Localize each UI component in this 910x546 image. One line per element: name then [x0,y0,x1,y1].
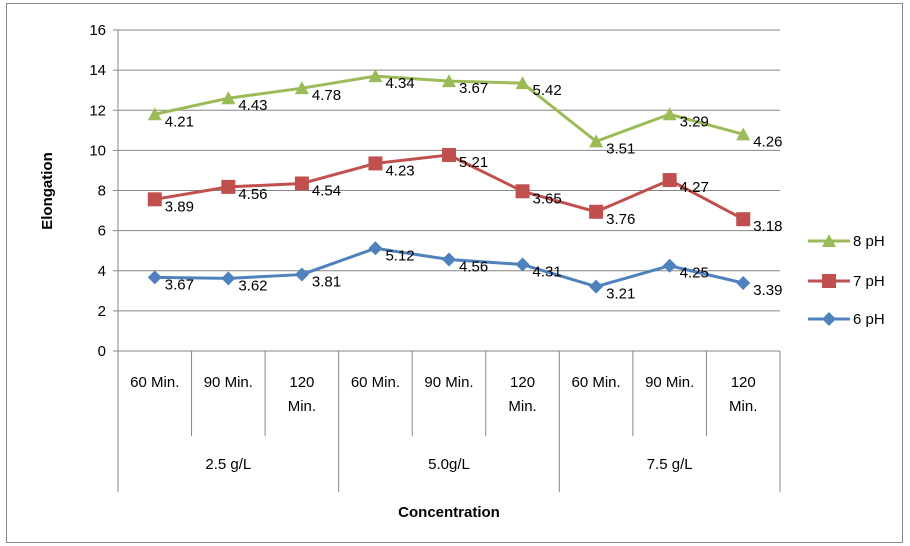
data-point-7-ph [736,212,751,227]
data-point-8-ph [368,69,383,83]
legend-label: 8 pH [853,233,885,250]
data-label-6-ph: 3.39 [753,282,782,299]
data-point-7-ph [662,173,677,188]
legend: 8 pH 7 pH 6 pH [808,233,885,328]
data-label-6-ph: 3.21 [606,286,635,303]
data-label-6-ph: 3.62 [238,277,267,294]
data-label-7-ph: 4.54 [312,182,341,199]
data-label-7-ph: 3.18 [753,218,782,235]
data-label-8-ph: 4.43 [238,97,267,114]
data-point-6-ph [662,258,677,273]
data-label-6-ph: 3.81 [312,274,341,291]
data-label-6-ph: 3.67 [165,276,194,293]
category-label: 60 Min. [351,374,400,391]
y-tick-label: 14 [89,62,106,79]
y-tick-label: 12 [89,102,106,119]
legend-item-6-ph: 6 pH [808,311,885,328]
group-label: 2.5 g/L [205,456,251,473]
category-axis: 60 Min. 90 Min. 120 Min. 60 Min. 90 Min. 120 Mi… [117,351,781,492]
data-label-8-ph: 3.67 [459,80,488,97]
data-point-8-ph [442,74,456,88]
y-tick-label: 6 [98,223,106,240]
data-point-7-ph [294,176,309,191]
data-point-6-ph [736,275,751,290]
data-label-7-ph: 3.65 [533,190,562,207]
data-label-8-ph: 4.26 [753,133,782,150]
y-axis-title: Elongation [39,152,56,230]
data-point-6-ph [368,241,383,256]
data-point-7-ph [515,184,530,199]
data-label-8-ph: 4.34 [385,75,414,92]
axes [113,29,780,352]
category-label: Min. [288,398,316,415]
category-label: 90 Min. [645,374,694,391]
category-label: 120 [510,374,535,391]
data-point-7-ph [368,156,383,171]
data-point-6-ph [221,271,236,286]
category-label: 90 Min. [424,374,473,391]
category-label: 90 Min. [204,374,253,391]
x-axis-title: Concentration [398,504,500,521]
data-label-7-ph: 4.27 [680,179,709,196]
category-label: Min. [729,398,757,415]
data-label-7-ph: 4.56 [238,186,267,203]
legend-label: 6 pH [853,311,885,328]
y-tick-label: 4 [98,263,106,280]
category-label: 60 Min. [130,374,179,391]
data-label-8-ph: 4.78 [312,87,341,104]
y-tick-label: 0 [98,343,106,360]
legend-marker [822,312,836,326]
data-point-8-ph [294,81,309,95]
legend-marker [822,274,836,288]
category-label: 60 Min. [572,374,621,391]
legend-marker [822,234,836,247]
group-label: 5.0g/L [428,456,470,473]
y-tick-label: 16 [89,22,106,39]
group-label: 7.5 g/L [647,456,693,473]
legend-item-7-ph: 7 pH [808,273,885,290]
y-tick-label: 8 [98,183,106,200]
data-labels: 4.21 4.43 4.78 4.34 3.67 5.42 3.51 3.29 4.26 3.89… [165,75,783,302]
data-point-6-ph [589,279,604,294]
data-point-8-ph [221,91,236,105]
data-label-7-ph: 4.23 [385,162,414,179]
legend-item-8-ph: 8 pH [808,233,885,250]
series-layer [147,69,751,294]
data-label-8-ph: 4.21 [165,113,194,130]
data-label-6-ph: 4.56 [459,259,488,276]
data-point-8-ph [515,76,530,90]
data-point-7-ph [147,192,162,207]
data-point-7-ph [221,179,236,194]
data-label-8-ph: 3.51 [606,140,635,157]
data-label-8-ph: 5.42 [533,82,562,99]
data-point-6-ph [147,270,162,285]
data-label-6-ph: 4.31 [533,264,562,281]
data-point-8-ph [147,107,162,121]
category-label: 120 [289,374,314,391]
y-tick-labels: 0 2 4 6 8 10 12 14 16 [89,22,106,360]
legend-label: 7 pH [853,273,885,290]
data-point-7-ph [442,147,456,162]
data-point-8-ph [736,127,751,141]
data-point-8-ph [662,107,677,121]
category-label: 120 [731,374,756,391]
category-label: Min. [508,398,536,415]
data-point-8-ph [589,134,604,148]
y-tick-label: 2 [98,303,106,320]
data-label-6-ph: 5.12 [385,247,414,264]
data-label-8-ph: 3.29 [680,113,709,130]
data-label-7-ph: 3.89 [165,198,194,215]
data-point-7-ph [589,204,604,219]
data-point-6-ph [294,267,309,282]
data-point-6-ph [515,257,530,272]
y-tick-label: 10 [89,142,106,159]
data-label-7-ph: 3.76 [606,211,635,228]
data-label-6-ph: 4.25 [680,265,709,282]
data-point-6-ph [442,252,456,267]
data-label-7-ph: 5.21 [459,154,488,171]
